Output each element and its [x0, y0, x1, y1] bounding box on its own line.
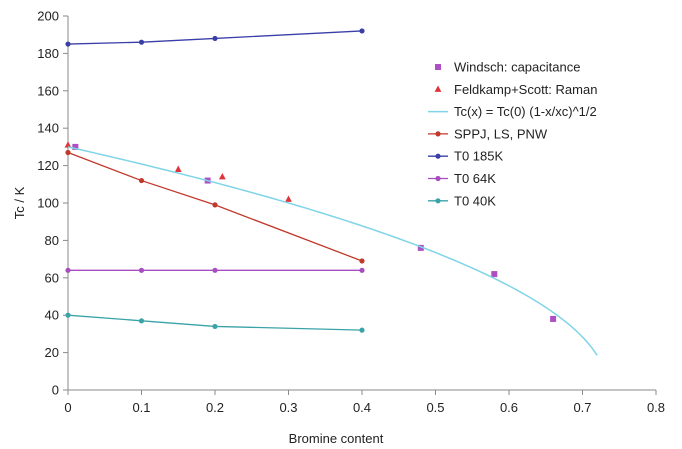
legend-item: T0 40K — [428, 193, 496, 208]
data-point — [218, 173, 226, 180]
y-tick-label: 180 — [37, 46, 59, 61]
y-tick-label: 20 — [45, 345, 59, 360]
series-layer — [64, 28, 598, 356]
x-tick-label: 0.8 — [647, 400, 665, 415]
legend-label: Windsch: capacitance — [454, 60, 580, 75]
series-line — [67, 314, 363, 331]
y-axis-title: Tc / K — [12, 186, 27, 219]
y-tick-label: 60 — [45, 270, 59, 285]
data-point — [72, 143, 79, 150]
legend-item: T0 185K — [428, 149, 503, 164]
legend-item: Windsch: capacitance — [435, 60, 580, 75]
series-2 — [67, 146, 598, 356]
x-tick-label: 0.4 — [353, 400, 371, 415]
legend-marker — [435, 64, 441, 70]
y-tick-label: 40 — [45, 308, 59, 323]
data-point — [65, 312, 71, 318]
series-1 — [64, 141, 292, 202]
x-tick-label: 0 — [64, 400, 71, 415]
data-point — [212, 35, 218, 42]
series-5 — [65, 267, 365, 273]
x-tick-label: 0.2 — [206, 400, 224, 415]
y-tick-label: 0 — [52, 383, 59, 398]
legend-marker — [434, 85, 442, 92]
x-tick-label: 0.6 — [500, 400, 518, 415]
series-line — [67, 30, 363, 45]
legend-marker — [435, 175, 441, 182]
y-tick-label: 80 — [45, 233, 59, 248]
legend-marker — [435, 153, 441, 159]
legend-item: SPPJ, LS, PNW — [428, 126, 548, 141]
y-tick-label: 140 — [37, 121, 59, 136]
data-point — [65, 149, 71, 156]
legend-label: SPPJ, LS, PNW — [454, 126, 548, 141]
legend-item: T0 64K — [428, 171, 496, 186]
data-point — [212, 267, 218, 273]
series-6 — [65, 312, 365, 333]
legend-label: T0 64K — [454, 171, 496, 186]
series-3 — [65, 149, 365, 264]
y-tick-label: 120 — [37, 158, 59, 173]
data-point — [285, 195, 292, 202]
data-point — [138, 39, 145, 45]
data-point — [550, 315, 557, 322]
series-curve — [67, 146, 598, 356]
y-tick-label: 200 — [37, 9, 59, 24]
data-point — [64, 141, 72, 148]
x-tick-label: 0.7 — [573, 400, 591, 415]
x-tick-label: 0.5 — [426, 400, 444, 415]
legend: Windsch: capacitance Feldkamp+Scott: Rama… — [428, 60, 597, 208]
data-point — [491, 271, 498, 278]
data-point — [138, 318, 145, 324]
axes-layer: 0 20 40 60 80 100 120 140 160 180 200 0 0.1 0.2 0.3 0.4… — [37, 9, 665, 416]
data-point — [174, 165, 182, 172]
legend-label: Tc(x) = Tc(0) (1-x/xc)^1/2 — [454, 104, 597, 119]
data-point — [65, 41, 71, 47]
data-point — [359, 28, 365, 34]
x-tick-label: 0.1 — [132, 400, 150, 415]
data-point — [359, 327, 365, 333]
data-point — [359, 258, 365, 264]
y-tick-label: 160 — [37, 83, 59, 98]
legend-item: Feldkamp+Scott: Raman — [434, 82, 597, 97]
data-point — [359, 267, 365, 273]
series-4 — [65, 28, 365, 47]
series-line — [67, 151, 363, 262]
data-point — [212, 323, 218, 330]
legend-label: T0 40K — [454, 193, 496, 208]
legend-label: T0 185K — [454, 149, 503, 164]
data-point — [138, 177, 145, 184]
data-point — [65, 267, 71, 273]
x-axis-title: Bromine content — [289, 431, 384, 446]
data-point — [417, 244, 424, 251]
x-tick-label: 0.3 — [279, 400, 297, 415]
y-tick-label: 100 — [37, 196, 59, 211]
legend-marker — [435, 198, 441, 204]
legend-item: Tc(x) = Tc(0) (1-x/xc)^1/2 — [428, 104, 597, 119]
legend-marker — [435, 131, 441, 137]
legend-label: Feldkamp+Scott: Raman — [454, 82, 597, 97]
data-point — [138, 267, 145, 273]
data-point — [212, 202, 218, 208]
